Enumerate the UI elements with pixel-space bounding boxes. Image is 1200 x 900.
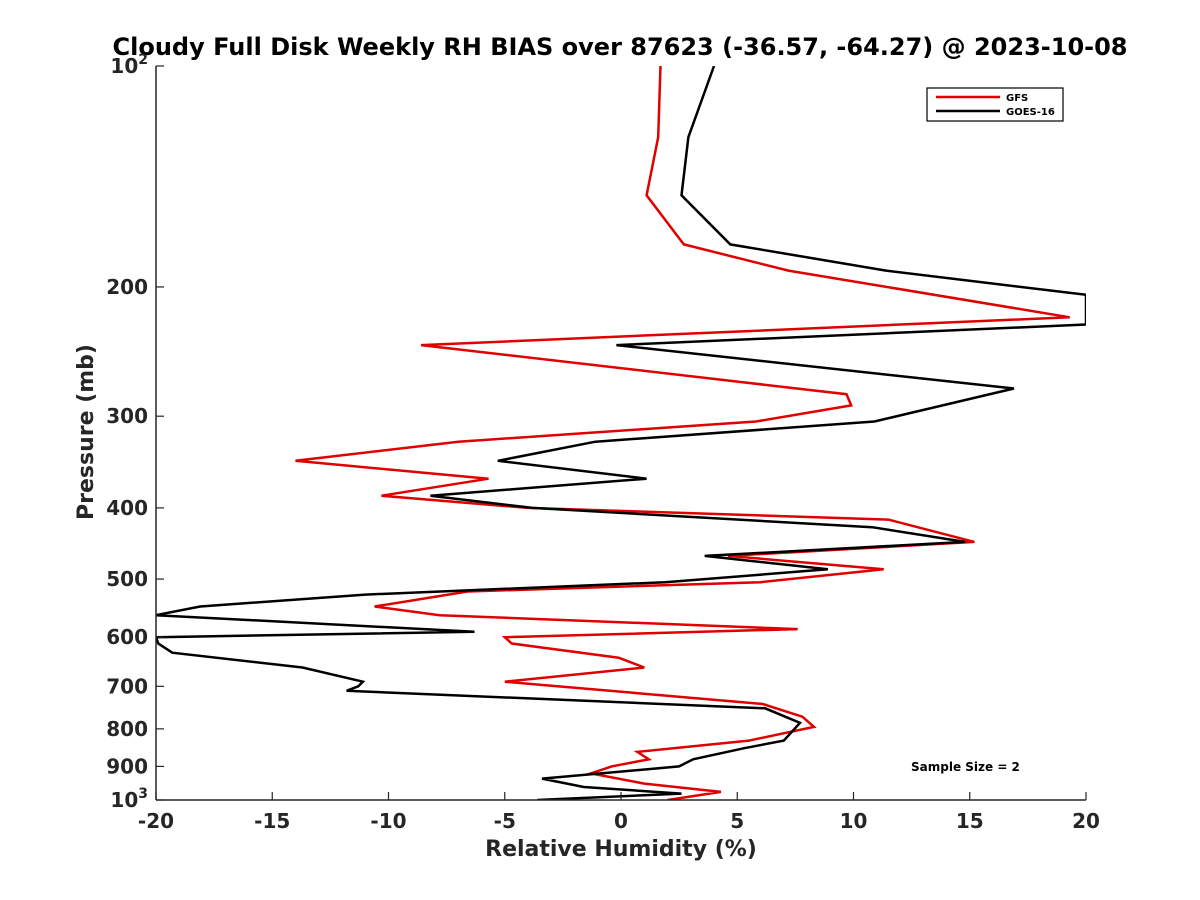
legend: GFS GOES-16 bbox=[926, 87, 1064, 122]
x-tick-label: -20 bbox=[138, 809, 174, 833]
y-axis-label: Pressure (mb) bbox=[74, 344, 99, 520]
x-tick-label: 5 bbox=[730, 809, 744, 833]
series-line-gfs bbox=[295, 66, 1070, 800]
chart-title: Cloudy Full Disk Weekly RH BIAS over 876… bbox=[113, 33, 1128, 61]
series-line-goes16 bbox=[156, 66, 1086, 800]
y-tick-label: 300 bbox=[106, 404, 148, 428]
y-tick-label: 102 bbox=[110, 52, 148, 78]
sample-size-annotation: Sample Size = 2 bbox=[911, 760, 1020, 774]
x-axis-label: Relative Humidity (%) bbox=[485, 837, 757, 862]
x-tick-label: 10 bbox=[840, 809, 868, 833]
x-axis: -20 -15 -10 -5 0 5 10 15 20 bbox=[138, 792, 1100, 833]
legend-label-goes16: GOES-16 bbox=[1006, 107, 1055, 118]
y-tick-label: 800 bbox=[106, 717, 148, 741]
y-tick-label: 103 bbox=[110, 786, 148, 812]
x-tick-label: -10 bbox=[370, 809, 406, 833]
y-tick-label: 500 bbox=[106, 567, 148, 591]
plot-area bbox=[156, 66, 1086, 800]
y-tick-label: 200 bbox=[106, 275, 148, 299]
x-tick-label: 0 bbox=[614, 809, 628, 833]
y-tick-label: 900 bbox=[106, 754, 148, 778]
x-tick-label: -15 bbox=[254, 809, 290, 833]
legend-box bbox=[926, 87, 1064, 122]
y-tick-label: 400 bbox=[106, 496, 148, 520]
series-group bbox=[156, 66, 1086, 800]
x-tick-label: 15 bbox=[956, 809, 984, 833]
y-axis: 102 200 300 400 500 600 700 800 900 103 bbox=[106, 52, 164, 812]
y-tick-label: 700 bbox=[106, 674, 148, 698]
legend-label-gfs: GFS bbox=[1006, 93, 1028, 104]
x-tick-label: -5 bbox=[494, 809, 516, 833]
y-tick-label: 600 bbox=[106, 625, 148, 649]
x-tick-label: 20 bbox=[1072, 809, 1100, 833]
